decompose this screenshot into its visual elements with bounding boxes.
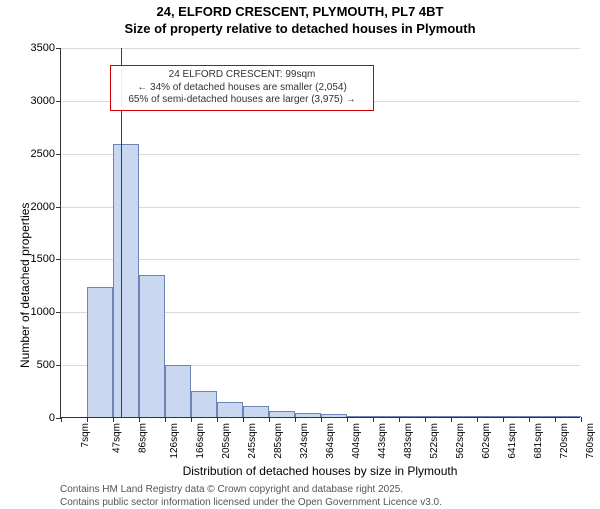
xtick-mark xyxy=(451,417,452,422)
ytick-mark xyxy=(56,207,61,208)
xtick-mark xyxy=(477,417,478,422)
xtick-label: 404sqm xyxy=(351,423,362,459)
xtick-label: 364sqm xyxy=(325,423,336,459)
ytick-label: 1500 xyxy=(31,253,55,265)
ytick-mark xyxy=(56,365,61,366)
ytick-label: 2000 xyxy=(31,201,55,213)
xtick-mark xyxy=(581,417,582,422)
xtick-label: 7sqm xyxy=(80,423,91,447)
xtick-mark xyxy=(113,417,114,422)
xtick-mark xyxy=(503,417,504,422)
xtick-mark xyxy=(373,417,374,422)
histogram-bar xyxy=(529,416,555,417)
ytick-label: 3000 xyxy=(31,95,55,107)
ytick-label: 0 xyxy=(49,412,55,424)
histogram-bar xyxy=(243,406,269,417)
annotation-line: ← 34% of detached houses are smaller (2,… xyxy=(117,82,367,95)
xtick-mark xyxy=(243,417,244,422)
histogram-bar xyxy=(87,287,113,417)
ytick-mark xyxy=(56,154,61,155)
histogram-bar xyxy=(399,416,425,417)
xtick-mark xyxy=(165,417,166,422)
xtick-mark xyxy=(555,417,556,422)
histogram-bar xyxy=(269,411,295,417)
y-axis-label: Number of detached properties xyxy=(18,203,32,368)
xtick-label: 522sqm xyxy=(429,423,440,459)
histogram-bar xyxy=(217,402,243,417)
page-subtitle: Size of property relative to detached ho… xyxy=(0,21,600,36)
annotation-line: 65% of semi-detached houses are larger (… xyxy=(117,94,367,107)
histogram-bar xyxy=(113,144,139,417)
plot-area: 05001000150020002500300035007sqm47sqm86s… xyxy=(60,48,580,418)
histogram-bar xyxy=(425,416,451,417)
ytick-label: 500 xyxy=(37,359,55,371)
xtick-mark xyxy=(399,417,400,422)
histogram-bar xyxy=(347,416,373,417)
xtick-mark xyxy=(217,417,218,422)
histogram-bar xyxy=(555,416,581,417)
histogram-bar xyxy=(165,365,191,417)
xtick-label: 324sqm xyxy=(299,423,310,459)
histogram-chart: 05001000150020002500300035007sqm47sqm86s… xyxy=(60,48,580,418)
xtick-label: 760sqm xyxy=(585,423,596,459)
ytick-label: 3500 xyxy=(31,42,55,54)
histogram-bar xyxy=(321,414,347,417)
xtick-mark xyxy=(139,417,140,422)
xtick-label: 602sqm xyxy=(481,423,492,459)
footnote: Contains HM Land Registry data © Crown c… xyxy=(60,484,442,509)
xtick-label: 166sqm xyxy=(195,423,206,459)
xtick-mark xyxy=(269,417,270,422)
footnote-line-2: Contains public sector information licen… xyxy=(60,497,442,509)
xtick-label: 47sqm xyxy=(112,423,123,453)
page-title: 24, ELFORD CRESCENT, PLYMOUTH, PL7 4BT xyxy=(0,4,600,19)
ytick-mark xyxy=(56,259,61,260)
annotation-line: 24 ELFORD CRESCENT: 99sqm xyxy=(117,69,367,82)
ytick-mark xyxy=(56,101,61,102)
histogram-bar xyxy=(451,416,477,417)
xtick-mark xyxy=(425,417,426,422)
xtick-mark xyxy=(295,417,296,422)
xtick-mark xyxy=(347,417,348,422)
xtick-label: 681sqm xyxy=(533,423,544,459)
xtick-mark xyxy=(321,417,322,422)
histogram-bar xyxy=(191,391,217,417)
xtick-label: 562sqm xyxy=(455,423,466,459)
xtick-label: 483sqm xyxy=(403,423,414,459)
ytick-mark xyxy=(56,48,61,49)
xtick-label: 720sqm xyxy=(559,423,570,459)
ytick-label: 2500 xyxy=(31,148,55,160)
ytick-label: 1000 xyxy=(31,306,55,318)
xtick-label: 86sqm xyxy=(137,423,148,453)
gridline xyxy=(61,48,580,49)
xtick-label: 641sqm xyxy=(507,423,518,459)
xtick-mark xyxy=(87,417,88,422)
x-axis-label: Distribution of detached houses by size … xyxy=(60,464,580,478)
xtick-mark xyxy=(529,417,530,422)
xtick-mark xyxy=(191,417,192,422)
xtick-label: 126sqm xyxy=(169,423,180,459)
xtick-label: 205sqm xyxy=(221,423,232,459)
histogram-bar xyxy=(477,416,503,417)
histogram-bar xyxy=(373,416,399,417)
ytick-mark xyxy=(56,312,61,313)
histogram-bar xyxy=(503,416,529,417)
footnote-line-1: Contains HM Land Registry data © Crown c… xyxy=(60,484,442,497)
xtick-mark xyxy=(61,417,62,422)
xtick-label: 245sqm xyxy=(247,423,258,459)
histogram-bar xyxy=(295,413,321,417)
annotation-box: 24 ELFORD CRESCENT: 99sqm← 34% of detach… xyxy=(110,65,374,111)
xtick-label: 443sqm xyxy=(377,423,388,459)
histogram-bar xyxy=(139,275,165,417)
xtick-label: 285sqm xyxy=(273,423,284,459)
